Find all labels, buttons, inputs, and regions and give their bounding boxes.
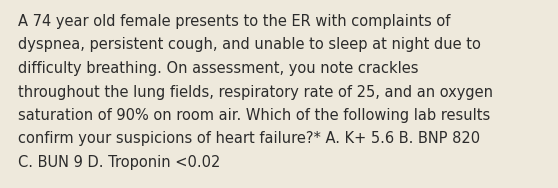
Text: throughout the lung fields, respiratory rate of 25, and an oxygen: throughout the lung fields, respiratory … bbox=[18, 84, 493, 99]
Text: saturation of 90% on room air. Which of the following lab results: saturation of 90% on room air. Which of … bbox=[18, 108, 490, 123]
Text: C. BUN 9 D. Troponin <0.02: C. BUN 9 D. Troponin <0.02 bbox=[18, 155, 220, 170]
Text: A 74 year old female presents to the ER with complaints of: A 74 year old female presents to the ER … bbox=[18, 14, 450, 29]
Text: confirm your suspicions of heart failure?* A. K+ 5.6 B. BNP 820: confirm your suspicions of heart failure… bbox=[18, 131, 480, 146]
Text: difficulty breathing. On assessment, you note crackles: difficulty breathing. On assessment, you… bbox=[18, 61, 418, 76]
Text: dyspnea, persistent cough, and unable to sleep at night due to: dyspnea, persistent cough, and unable to… bbox=[18, 37, 481, 52]
